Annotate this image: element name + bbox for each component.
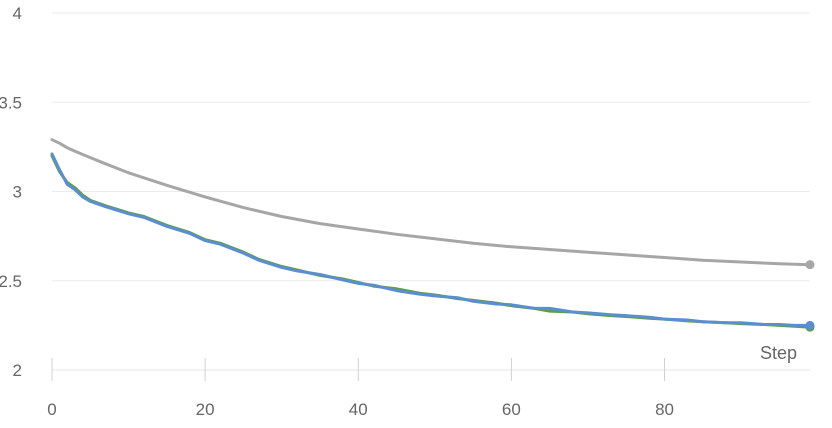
x-tick-label: 40: [349, 400, 368, 419]
series-end-marker-1: [805, 260, 815, 270]
y-tick-label: 2: [13, 361, 22, 380]
series-line-2: [50, 154, 812, 329]
axes: 22.533.540 20 40 60 80: [0, 4, 810, 419]
x-axis-label: Step: [760, 343, 797, 363]
grid: [52, 12, 810, 282]
y-tick-label: 4: [13, 4, 22, 23]
x-tick-label: 60: [502, 400, 521, 419]
x-tick-label: 20: [196, 400, 215, 419]
y-tick-label: 3.5: [0, 93, 22, 112]
series: [50, 138, 815, 332]
series-line-1: [50, 138, 812, 267]
y-tick-label: 2.5: [0, 272, 22, 291]
series-line-3: [50, 152, 812, 327]
x-tick-label: 0: [47, 400, 56, 419]
y-tick-label: 3: [13, 183, 22, 202]
series-end-marker-3: [805, 320, 815, 330]
x-tick-label: 80: [655, 400, 674, 419]
